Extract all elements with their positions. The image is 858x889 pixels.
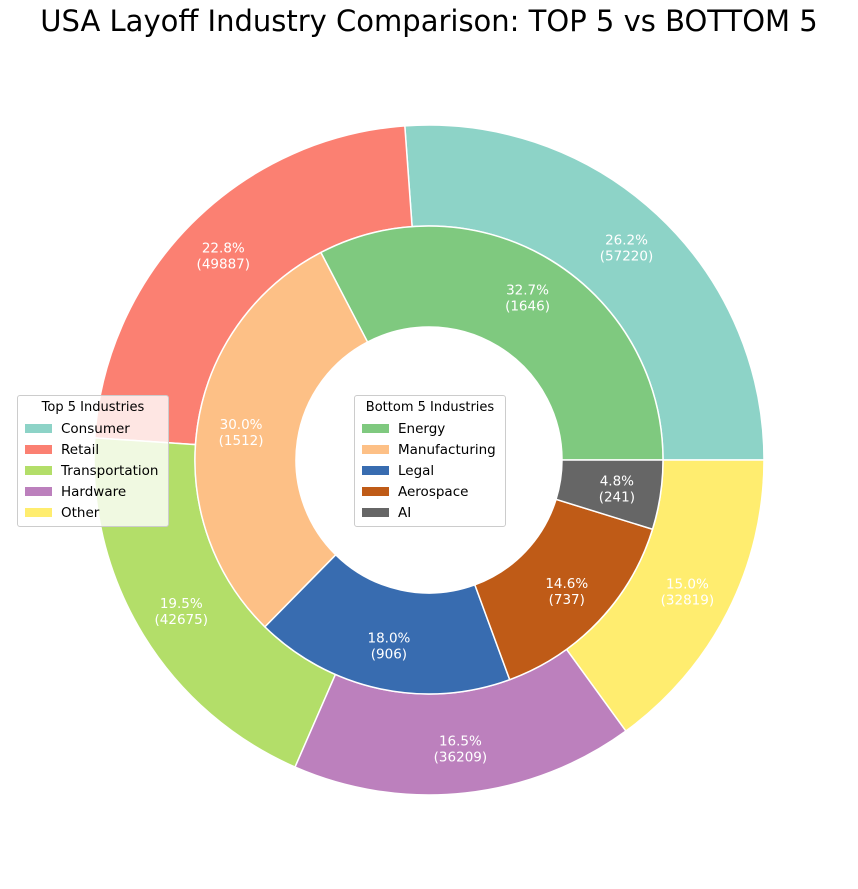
outer-label-hardware: 16.5% (36209)	[434, 733, 487, 765]
legend-swatch	[362, 445, 389, 454]
inner-slice-manufacturing	[194, 251, 369, 628]
legend-swatch	[362, 508, 389, 517]
legend-swatch	[362, 424, 389, 433]
legend-top-industries: Top 5 Industries Consumer Retail Transport…	[17, 395, 169, 527]
outer-label-consumer: 26.2% (57220)	[600, 233, 653, 265]
legend-item-aerospace: Aerospace	[362, 481, 498, 502]
legend-label: Transportation	[61, 462, 159, 479]
legend-item-transportation: Transportation	[25, 460, 161, 481]
legend-label: Consumer	[61, 420, 130, 437]
legend-swatch	[362, 487, 389, 496]
legend-label: Retail	[61, 441, 100, 458]
inner-label-energy: 32.7% (1646)	[505, 283, 550, 315]
inner-slice-legal	[263, 553, 511, 695]
legend-swatch	[25, 445, 52, 454]
inner-slice-ai	[555, 459, 664, 531]
inner-label-aerospace: 14.6% (737)	[545, 576, 588, 608]
legend-label: AI	[398, 504, 412, 521]
outer-label-transportation: 19.5% (42675)	[155, 596, 208, 628]
legend-label: Energy	[398, 420, 446, 437]
inner-label-ai: 4.8% (241)	[599, 473, 635, 505]
legend-swatch	[25, 424, 52, 433]
legend-swatch	[362, 466, 389, 475]
legend-title: Bottom 5 Industries	[365, 400, 495, 415]
legend-item-energy: Energy	[362, 418, 498, 439]
chart-title: USA Layoff Industry Comparison: TOP 5 vs…	[40, 4, 818, 38]
outer-label-other: 15.0% (32819)	[661, 577, 714, 609]
legend-item-legal: Legal	[362, 460, 498, 481]
inner-ring: 32.7% (1646) 30.0% (1512) 18.0% (906) 14.6% (73…	[194, 225, 664, 695]
legend-swatch	[25, 466, 52, 475]
inner-label-legal: 18.0% (906)	[367, 631, 410, 663]
legend-label: Other	[61, 504, 100, 521]
legend-label: Aerospace	[398, 483, 469, 500]
legend-label: Legal	[398, 462, 435, 479]
legend-item-retail: Retail	[25, 439, 161, 460]
outer-label-retail: 22.8% (49887)	[197, 241, 250, 273]
legend-bottom-industries: Bottom 5 Industries Energy Manufacturing L…	[354, 395, 506, 527]
inner-slice-energy	[319, 225, 664, 461]
legend-label: Hardware	[61, 483, 127, 500]
legend-item-consumer: Consumer	[25, 418, 161, 439]
legend-title: Top 5 Industries	[41, 400, 145, 415]
legend-label: Manufacturing	[398, 441, 496, 458]
legend-swatch	[25, 508, 52, 517]
legend-item-ai: AI	[362, 502, 498, 523]
inner-label-manufacturing: 30.0% (1512)	[219, 417, 264, 449]
legend-item-manufacturing: Manufacturing	[362, 439, 498, 460]
legend-swatch	[25, 487, 52, 496]
legend-item-other: Other	[25, 502, 161, 523]
legend-item-hardware: Hardware	[25, 481, 161, 502]
